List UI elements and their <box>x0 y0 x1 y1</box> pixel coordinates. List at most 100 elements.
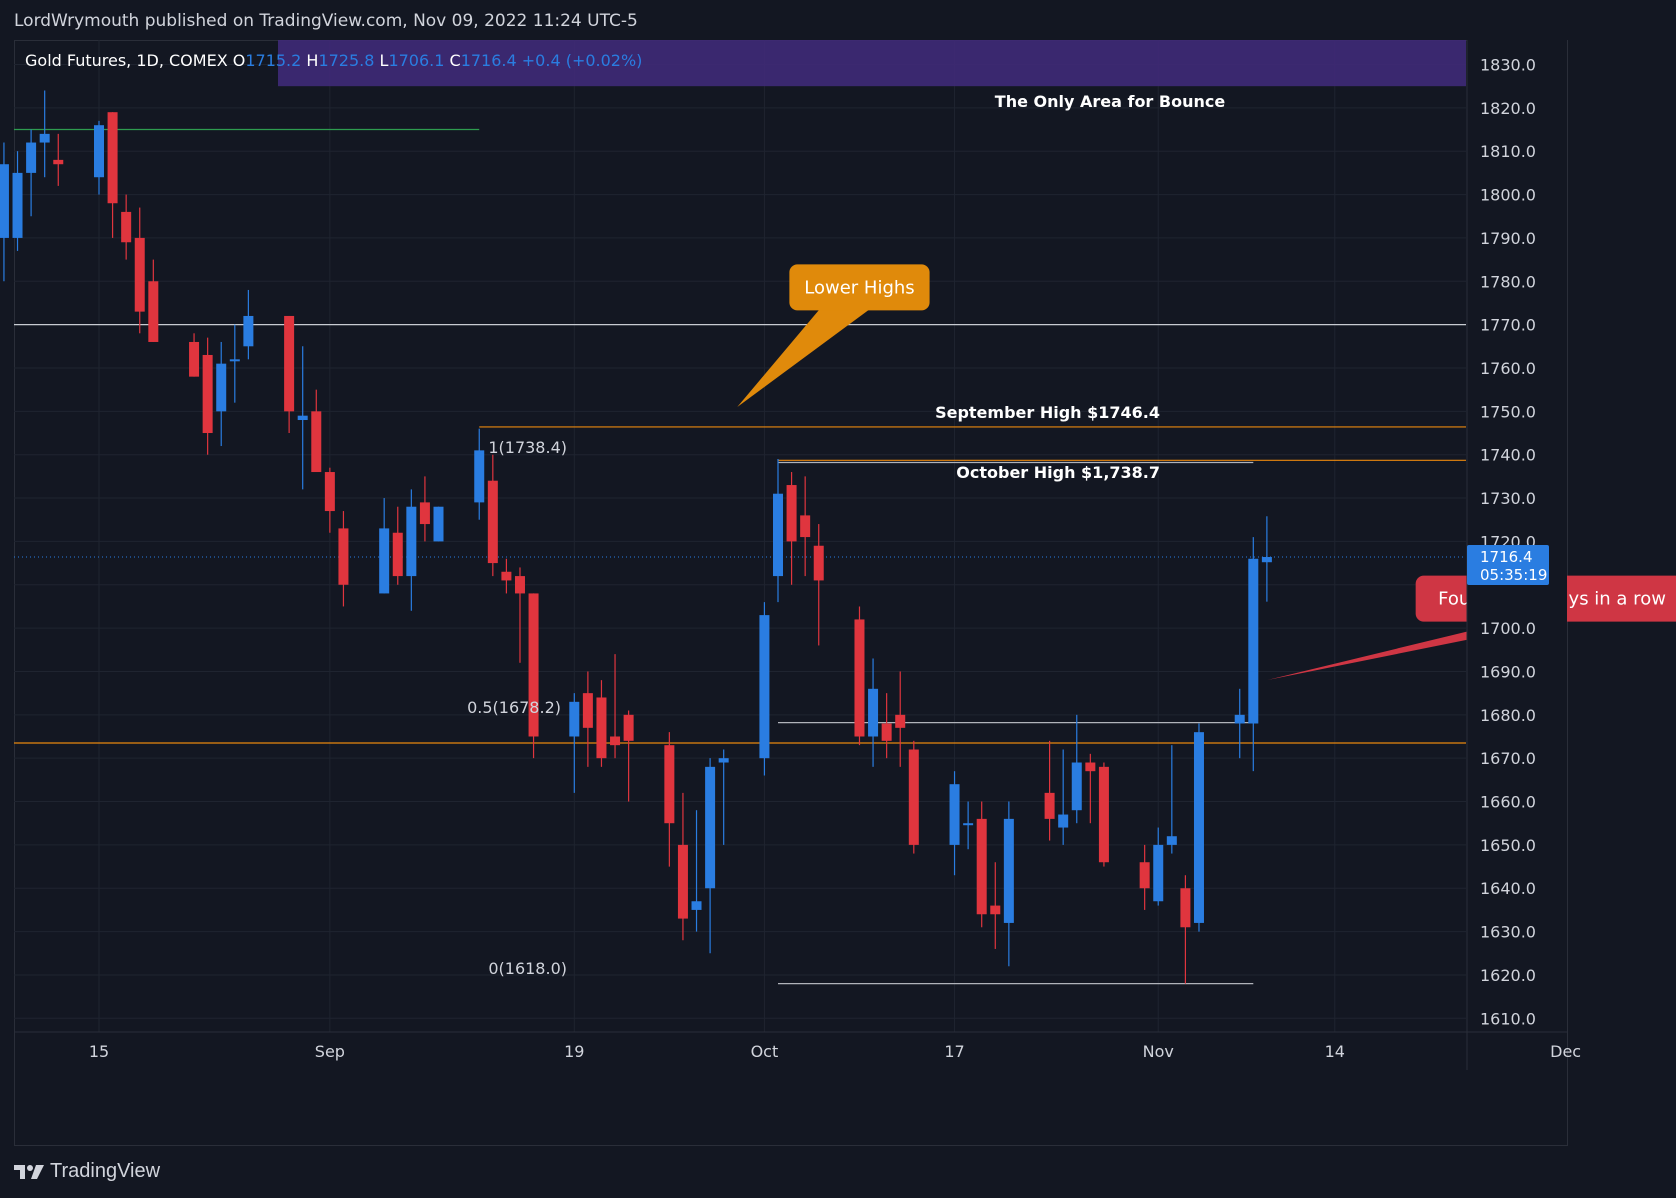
publisher-header: LordWrymouth published on TradingView.co… <box>14 11 638 31</box>
horizontal-levels <box>14 128 1466 985</box>
candle-body <box>474 450 485 503</box>
time-tick-label: 15 <box>89 1042 109 1061</box>
candle-body <box>1003 818 1014 923</box>
candle-body <box>392 532 403 577</box>
candle-body <box>773 493 783 577</box>
candle-body <box>39 133 50 143</box>
candle-body <box>501 571 512 581</box>
candle-body <box>487 480 498 564</box>
candle-body <box>216 363 227 412</box>
bar-countdown: 05:35:19 <box>1480 566 1547 584</box>
candle-body <box>854 619 865 737</box>
open-value: 1715.2 <box>245 51 306 70</box>
brand-name: TradingView <box>50 1160 161 1182</box>
candle-body <box>12 172 23 238</box>
lower-highs-box[interactable] <box>789 264 930 311</box>
candle-body <box>759 615 770 759</box>
high-label: H <box>306 51 318 70</box>
price-tick-label: 1730.0 <box>1480 489 1536 508</box>
price-tick-label: 1750.0 <box>1480 402 1536 421</box>
candle-body <box>53 159 64 165</box>
price-tick-label: 1640.0 <box>1480 879 1536 898</box>
open-label: O <box>233 51 246 70</box>
candle-body <box>189 341 200 377</box>
candle-body <box>582 693 593 728</box>
candle-body <box>148 281 159 342</box>
fib-1-label: 1(1738.4) <box>488 438 567 457</box>
price-tick-label: 1630.0 <box>1480 923 1536 942</box>
fib-05-label: 0.5(1678.2) <box>467 698 561 717</box>
candle-body <box>514 576 525 594</box>
time-tick-label: Nov <box>1143 1042 1174 1061</box>
lower-highs-pointer <box>737 309 870 408</box>
candle-body <box>976 818 987 915</box>
price-tick-label: 1830.0 <box>1480 56 1536 75</box>
candle-body <box>311 411 322 473</box>
october-high-label: October High $1,738.7 <box>956 463 1160 482</box>
candle-body <box>1166 836 1177 845</box>
candle-body <box>623 714 634 741</box>
candle-body <box>718 758 729 763</box>
september-high-label: September High $1746.4 <box>935 403 1160 422</box>
candle-body <box>406 506 417 577</box>
candle-body <box>949 784 960 845</box>
price-tick-label: 1760.0 <box>1480 359 1536 378</box>
candle-body <box>202 354 213 434</box>
price-tick-label: 1790.0 <box>1480 229 1536 248</box>
candle-body <box>1248 558 1259 724</box>
candlestick-series <box>0 90 1272 984</box>
candle-body <box>1153 844 1164 902</box>
tradingview-brand[interactable]: TradingView <box>14 1160 160 1183</box>
high-value: 1725.8 <box>318 51 379 70</box>
fib-0-label: 0(1618.0) <box>488 959 567 978</box>
candle-body <box>229 359 240 362</box>
axes: 1610.0 1620.0 1630.0 1640.0 1650.0 1660.0 1670… <box>14 40 1581 1070</box>
candle-body <box>691 901 702 910</box>
candle-body <box>379 528 390 594</box>
tradingview-logo-icon <box>14 1164 44 1179</box>
candle-body <box>813 545 824 581</box>
bounce-zone-label: The Only Area for Bounce <box>995 92 1226 111</box>
price-tick-label: 1670.0 <box>1480 749 1536 768</box>
candle-body <box>895 714 906 728</box>
candle-body <box>26 142 37 173</box>
time-tick-label: Sep <box>315 1042 345 1061</box>
candle-body <box>528 593 539 737</box>
candle-body <box>324 472 335 512</box>
candle-body <box>338 528 349 585</box>
price-tick-label: 1610.0 <box>1480 1009 1536 1028</box>
candle-body <box>134 237 145 312</box>
candle-body <box>800 515 811 538</box>
last-price-value: 1716.4 <box>1480 548 1533 566</box>
candle-body <box>908 749 919 845</box>
bounce-zone-group: The Only Area for Bounce <box>278 40 1466 111</box>
candle-body <box>1058 814 1069 828</box>
close-value: 1716.4 <box>461 51 522 70</box>
candle-body <box>1234 714 1245 724</box>
candle-body <box>705 766 716 889</box>
level-labels: September High $1746.4 October High $1,73… <box>467 403 1160 978</box>
candle-body <box>121 211 132 243</box>
candle-body <box>610 736 621 746</box>
candle-body <box>1139 862 1150 889</box>
price-tick-label: 1680.0 <box>1480 706 1536 725</box>
candle-body <box>297 415 308 421</box>
candle-body <box>284 315 295 412</box>
low-label: L <box>380 51 389 70</box>
time-tick-label: Oct <box>751 1042 779 1061</box>
grid-lines <box>14 40 1567 1032</box>
symbol-legend-text[interactable]: Gold Futures, 1D, COMEX O1715.2 H1725.8 … <box>25 51 642 70</box>
candle-body <box>107 112 118 204</box>
price-tick-label: 1650.0 <box>1480 836 1536 855</box>
symbol-name: Gold Futures, 1D, COMEX <box>25 51 233 70</box>
candle-body <box>1193 732 1204 923</box>
candle-body <box>1071 762 1082 811</box>
price-tick-label: 1820.0 <box>1480 99 1536 118</box>
candle-body <box>94 125 104 178</box>
candle-body <box>1044 792 1055 819</box>
last-price-badge[interactable] <box>1467 545 1549 586</box>
low-value: 1706.1 <box>388 51 449 70</box>
bounce-zone <box>278 40 1466 87</box>
candle-body <box>868 688 879 737</box>
